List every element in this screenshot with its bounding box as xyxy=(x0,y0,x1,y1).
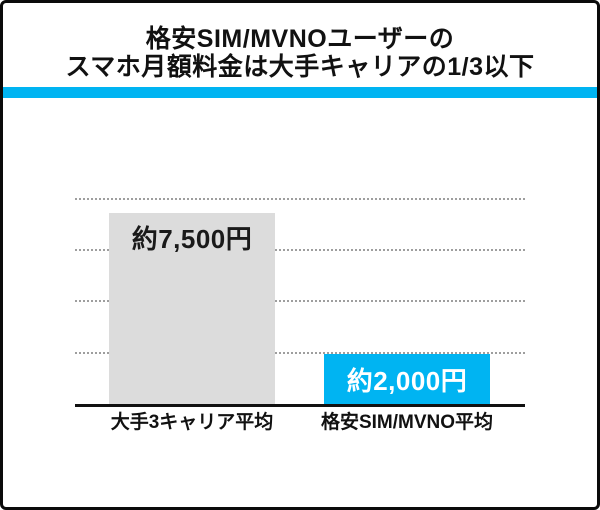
bar-mvno-average: 約2,000円 xyxy=(324,354,490,405)
gridline-6000 xyxy=(75,249,525,251)
bar-value-label-mvno: 約2,000円 xyxy=(346,366,468,396)
gridline-2000 xyxy=(75,352,525,354)
category-label-major-carrier: 大手3キャリア平均 xyxy=(110,412,274,433)
category-label-mvno: 格安SIM/MVNO平均 xyxy=(320,412,494,433)
x-axis-line xyxy=(75,404,525,407)
chart-title-line-2: スマホ月額料金は大手キャリアの1/3以下 xyxy=(65,53,535,81)
chart-title-line-1: 格安SIM/MVNOユーザーの xyxy=(145,25,455,53)
bar-chart-plot: 約7,500円 約2,000円 大手3キャリア平均 格安SIM/MVNO平均 xyxy=(3,3,597,507)
title-divider-bar xyxy=(3,87,597,98)
bar-value-label-major-carrier: 約7,500円 xyxy=(131,224,253,254)
chart-title: 格安SIM/MVNOユーザーの スマホ月額料金は大手キャリアの1/3以下 xyxy=(3,25,597,81)
gridline-8000 xyxy=(75,198,525,200)
bar-major-carrier-average: 約7,500円 xyxy=(109,213,275,405)
gridline-4000 xyxy=(75,300,525,302)
